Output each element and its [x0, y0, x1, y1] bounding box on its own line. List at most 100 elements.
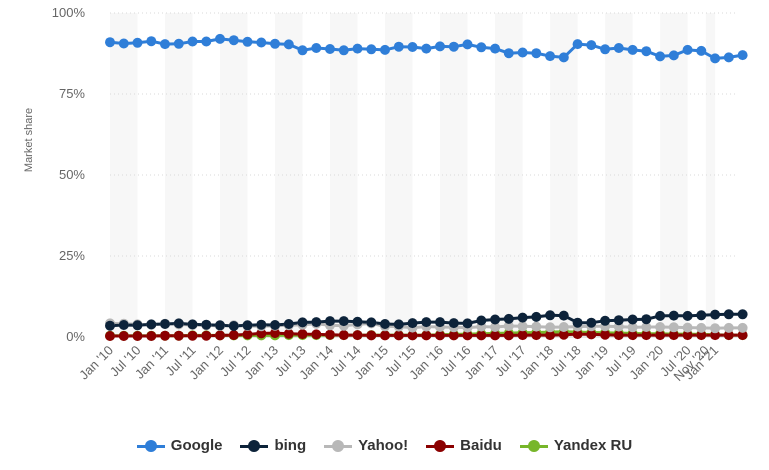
- legend-item-bing[interactable]: bing: [240, 437, 306, 454]
- data-point[interactable]: [366, 317, 377, 328]
- data-point[interactable]: [572, 39, 583, 50]
- data-point[interactable]: [160, 39, 170, 50]
- data-point[interactable]: [572, 317, 583, 328]
- data-point[interactable]: [723, 322, 734, 333]
- data-point[interactable]: [668, 330, 679, 341]
- data-point[interactable]: [655, 330, 666, 341]
- data-point[interactable]: [270, 320, 280, 330]
- data-point[interactable]: [256, 328, 267, 339]
- data-point[interactable]: [613, 43, 624, 53]
- data-point[interactable]: [421, 317, 432, 328]
- data-point[interactable]: [641, 314, 652, 325]
- data-point[interactable]: [242, 329, 253, 340]
- data-point[interactable]: [682, 310, 693, 321]
- data-point[interactable]: [256, 37, 267, 48]
- data-point[interactable]: [641, 46, 652, 57]
- data-point[interactable]: [545, 310, 556, 321]
- data-point[interactable]: [173, 38, 184, 49]
- data-point[interactable]: [737, 322, 748, 333]
- data-point[interactable]: [201, 319, 212, 330]
- data-point[interactable]: [696, 310, 707, 321]
- data-point[interactable]: [448, 41, 459, 52]
- data-point[interactable]: [187, 330, 198, 341]
- data-point[interactable]: [132, 320, 143, 331]
- data-point[interactable]: [338, 316, 349, 327]
- data-point[interactable]: [490, 314, 501, 325]
- data-point[interactable]: [448, 330, 459, 341]
- data-point[interactable]: [723, 330, 734, 341]
- data-point[interactable]: [118, 320, 129, 330]
- data-point[interactable]: [242, 320, 253, 331]
- data-point[interactable]: [600, 315, 611, 326]
- data-point[interactable]: [146, 319, 157, 330]
- data-point[interactable]: [558, 322, 569, 332]
- data-point[interactable]: [118, 38, 129, 49]
- data-point[interactable]: [160, 330, 170, 341]
- data-point[interactable]: [187, 319, 198, 330]
- data-point[interactable]: [545, 51, 556, 62]
- data-point[interactable]: [297, 45, 308, 56]
- data-point[interactable]: [146, 36, 157, 47]
- data-point[interactable]: [655, 322, 666, 332]
- data-point[interactable]: [311, 329, 322, 340]
- legend-item-yandex-ru[interactable]: Yandex RU: [519, 437, 632, 454]
- data-point[interactable]: [586, 40, 597, 51]
- legend-item-google[interactable]: Google: [136, 437, 222, 454]
- data-point[interactable]: [366, 330, 377, 341]
- data-point[interactable]: [132, 331, 143, 341]
- data-point[interactable]: [352, 43, 363, 54]
- data-point[interactable]: [118, 331, 129, 341]
- data-point[interactable]: [283, 328, 294, 339]
- data-point[interactable]: [393, 330, 404, 341]
- data-point[interactable]: [228, 330, 239, 341]
- data-point[interactable]: [393, 41, 404, 52]
- data-point[interactable]: [105, 320, 115, 331]
- data-point[interactable]: [476, 315, 487, 326]
- data-point[interactable]: [627, 44, 638, 55]
- data-point[interactable]: [435, 317, 445, 328]
- data-point[interactable]: [503, 48, 514, 59]
- data-point[interactable]: [283, 39, 294, 50]
- data-point[interactable]: [146, 331, 157, 341]
- legend-item-baidu[interactable]: Baidu: [426, 437, 502, 454]
- data-point[interactable]: [723, 52, 734, 63]
- data-point[interactable]: [696, 45, 707, 56]
- data-point[interactable]: [531, 311, 542, 322]
- data-point[interactable]: [668, 322, 679, 333]
- data-point[interactable]: [435, 330, 445, 341]
- data-point[interactable]: [668, 310, 679, 321]
- data-point[interactable]: [641, 330, 652, 341]
- data-point[interactable]: [558, 329, 569, 340]
- data-point[interactable]: [517, 47, 528, 58]
- data-point[interactable]: [517, 312, 528, 323]
- data-point[interactable]: [517, 321, 528, 332]
- data-point[interactable]: [682, 330, 693, 341]
- data-point[interactable]: [462, 39, 473, 50]
- data-point[interactable]: [503, 321, 514, 331]
- data-point[interactable]: [696, 330, 707, 341]
- data-point[interactable]: [682, 44, 693, 55]
- data-point[interactable]: [710, 309, 721, 320]
- data-point[interactable]: [682, 322, 693, 333]
- data-point[interactable]: [325, 329, 335, 340]
- data-point[interactable]: [160, 319, 170, 329]
- data-point[interactable]: [531, 48, 542, 59]
- data-point[interactable]: [545, 322, 556, 333]
- legend-item-yahoo[interactable]: Yahoo!: [324, 437, 408, 454]
- data-point[interactable]: [435, 41, 445, 52]
- data-point[interactable]: [215, 330, 225, 341]
- data-point[interactable]: [173, 318, 184, 329]
- data-point[interactable]: [366, 44, 377, 55]
- data-point[interactable]: [407, 42, 418, 52]
- data-point[interactable]: [627, 322, 638, 333]
- data-point[interactable]: [105, 331, 115, 341]
- data-point[interactable]: [641, 322, 652, 332]
- data-point[interactable]: [531, 330, 542, 341]
- data-point[interactable]: [297, 329, 308, 340]
- data-point[interactable]: [696, 322, 707, 333]
- data-point[interactable]: [407, 318, 418, 329]
- data-point[interactable]: [655, 310, 666, 321]
- data-point[interactable]: [558, 52, 569, 63]
- data-point[interactable]: [352, 330, 363, 341]
- data-point[interactable]: [270, 328, 280, 339]
